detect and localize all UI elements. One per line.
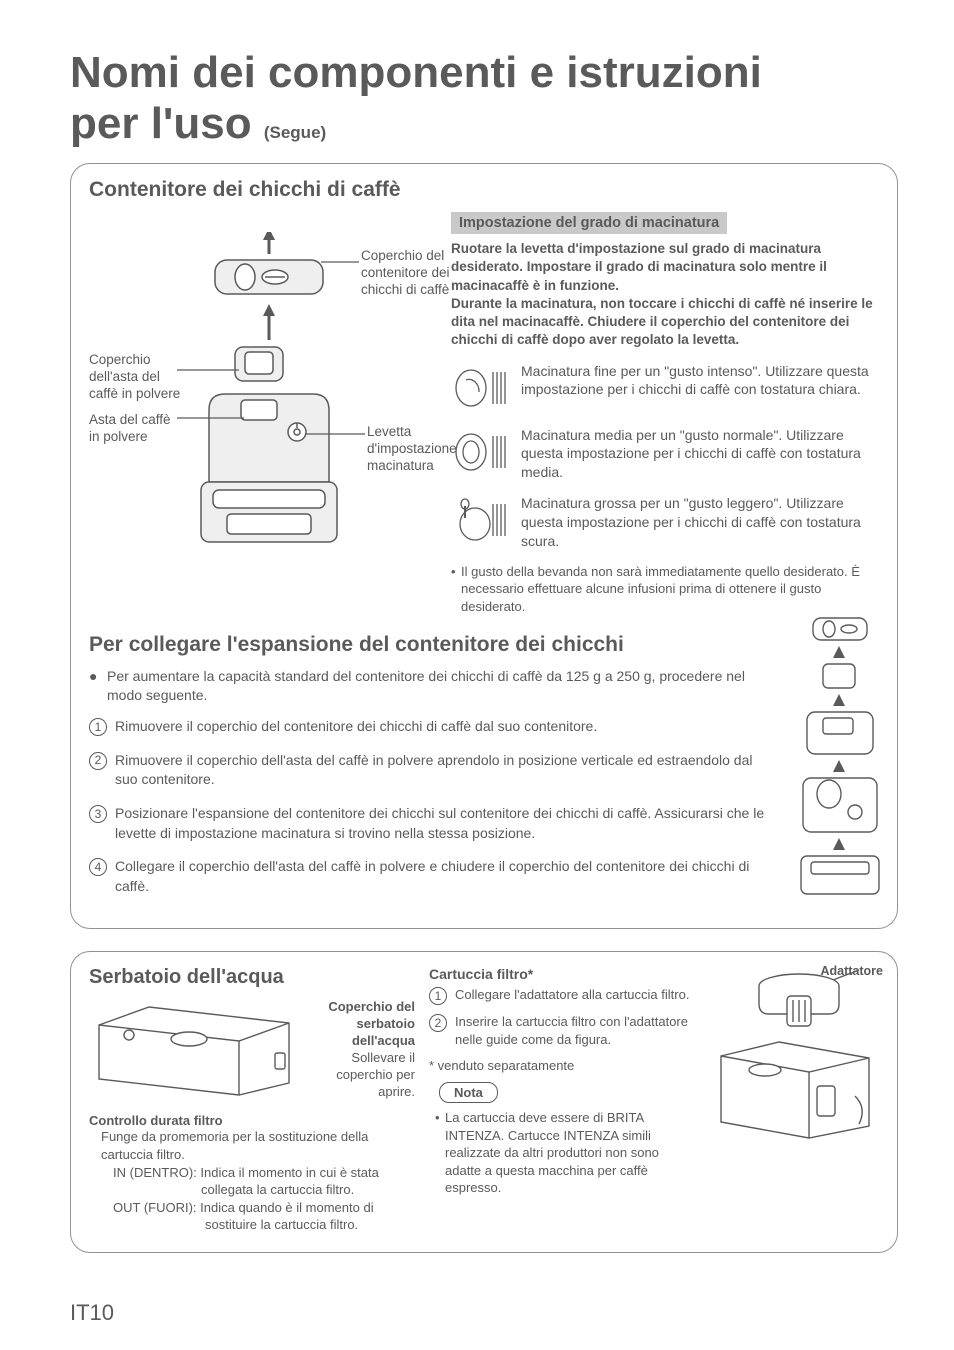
step-number-icon: 1 <box>429 987 447 1005</box>
grind-coarse-text: Macinatura grossa per un "gusto leggero"… <box>521 494 879 551</box>
grind-footnote: Il gusto della bevanda non sarà immediat… <box>451 563 879 616</box>
filter-control-heading: Controllo durata filtro <box>89 1113 415 1128</box>
water-tank-icon <box>89 995 299 1105</box>
callout-rod: Asta del caffè in polvere <box>89 412 181 446</box>
cart-step-2: 2 Inserire la cartuccia filtro con l'ada… <box>429 1013 695 1048</box>
cart-step-1-text: Collegare l'adattatore alla cartuccia fi… <box>455 986 695 1005</box>
page-number: IT10 <box>70 1300 114 1326</box>
title-line1: Nomi dei componenti e istruzioni <box>70 48 762 97</box>
grind-medium-text: Macinatura media per un "gusto normale".… <box>521 426 879 483</box>
expansion-diagram-icon <box>793 614 885 904</box>
cartridge-footnote: * venduto separatamente <box>429 1057 695 1075</box>
callout-rod-lid: Coperchio dell'asta del caffè in polvere <box>89 352 181 403</box>
filter-out: OUT (FUORI): Indica quando è il momento … <box>101 1199 415 1234</box>
grind-fine-text: Macinatura fine per un "gusto intenso". … <box>521 362 879 400</box>
note-text: La cartuccia deve essere di BRITA INTENZ… <box>435 1109 695 1197</box>
step-2: 2 Rimuovere il coperchio dell'asta del c… <box>89 751 769 790</box>
cart-step-1: 1 Collegare l'adattatore alla cartuccia … <box>429 986 695 1005</box>
filter-intro: Funge da promemoria per la sostituzione … <box>89 1128 415 1163</box>
adapter-label: Adattatore <box>820 964 883 978</box>
callout-lid: Coperchio del contenitore dei chicchi di… <box>361 248 461 299</box>
step-1: 1 Rimuovere il coperchio del contenitore… <box>89 717 769 737</box>
step-4-text: Collegare il coperchio dell'asta del caf… <box>115 857 769 896</box>
grind-setting-label: Impostazione del grado di macinatura <box>451 212 727 234</box>
title-suffix: (Segue) <box>264 123 326 142</box>
adapter-diagram-icon <box>709 966 879 1146</box>
note-label: Nota <box>439 1082 498 1103</box>
step-number-icon: 1 <box>89 718 107 736</box>
step-2-text: Rimuovere il coperchio dell'asta del caf… <box>115 751 769 790</box>
expansion-intro-row: ● Per aumentare la capacità standard del… <box>89 667 769 705</box>
bullet-dot-icon: ● <box>89 667 101 705</box>
step-4: 4 Collegare il coperchio dell'asta del c… <box>89 857 769 896</box>
expansion-intro: Per aumentare la capacità standard del c… <box>107 667 769 705</box>
cart-step-2-text: Inserire la cartuccia filtro con l'adatt… <box>455 1013 695 1048</box>
expansion-heading: Per collegare l'espansione del contenito… <box>89 633 879 657</box>
panel-water-tank: Serbatoio dell'acqua Coperchio del serba… <box>70 951 898 1252</box>
grind-fine-icon <box>451 362 509 414</box>
tank-heading: Serbatoio dell'acqua <box>89 966 415 989</box>
grind-row-medium: Macinatura media per un "gusto normale".… <box>451 426 879 483</box>
tank-lid-text: Sollevare il coperchio per aprire. <box>305 1050 415 1101</box>
section-heading: Contenitore dei chicchi di caffè <box>89 178 879 202</box>
grind-coarse-icon <box>451 494 509 546</box>
step-1-text: Rimuovere il coperchio del contenitore d… <box>115 717 769 737</box>
page-title: Nomi dei componenti e istruzioni per l'u… <box>70 48 898 149</box>
cartridge-heading: Cartuccia filtro* <box>429 966 695 982</box>
title-line2: per l'uso <box>70 99 252 148</box>
grind-row-fine: Macinatura fine per un "gusto intenso". … <box>451 362 879 414</box>
step-number-icon: 2 <box>429 1014 447 1032</box>
grind-row-coarse: Macinatura grossa per un "gusto leggero"… <box>451 494 879 551</box>
panel-bean-container: Contenitore dei chicchi di caffè <box>70 163 898 929</box>
filter-in: IN (DENTRO): Indica il momento in cui è … <box>101 1164 415 1199</box>
step-number-icon: 4 <box>89 858 107 876</box>
tank-lid-bold: Coperchio del serbatoio dell'acqua <box>305 999 415 1050</box>
step-3: 3 Posizionare l'espansione del contenito… <box>89 804 769 843</box>
step-number-icon: 2 <box>89 752 107 770</box>
bean-container-diagram: Coperchio del contenitore dei chicchi di… <box>89 212 429 547</box>
callout-lever: Levetta d'impostazione macinatura <box>367 424 467 475</box>
step-3-text: Posizionare l'espansione del contenitore… <box>115 804 769 843</box>
grind-intro: Ruotare la levetta d'impostazione sul gr… <box>451 240 879 349</box>
step-number-icon: 3 <box>89 805 107 823</box>
